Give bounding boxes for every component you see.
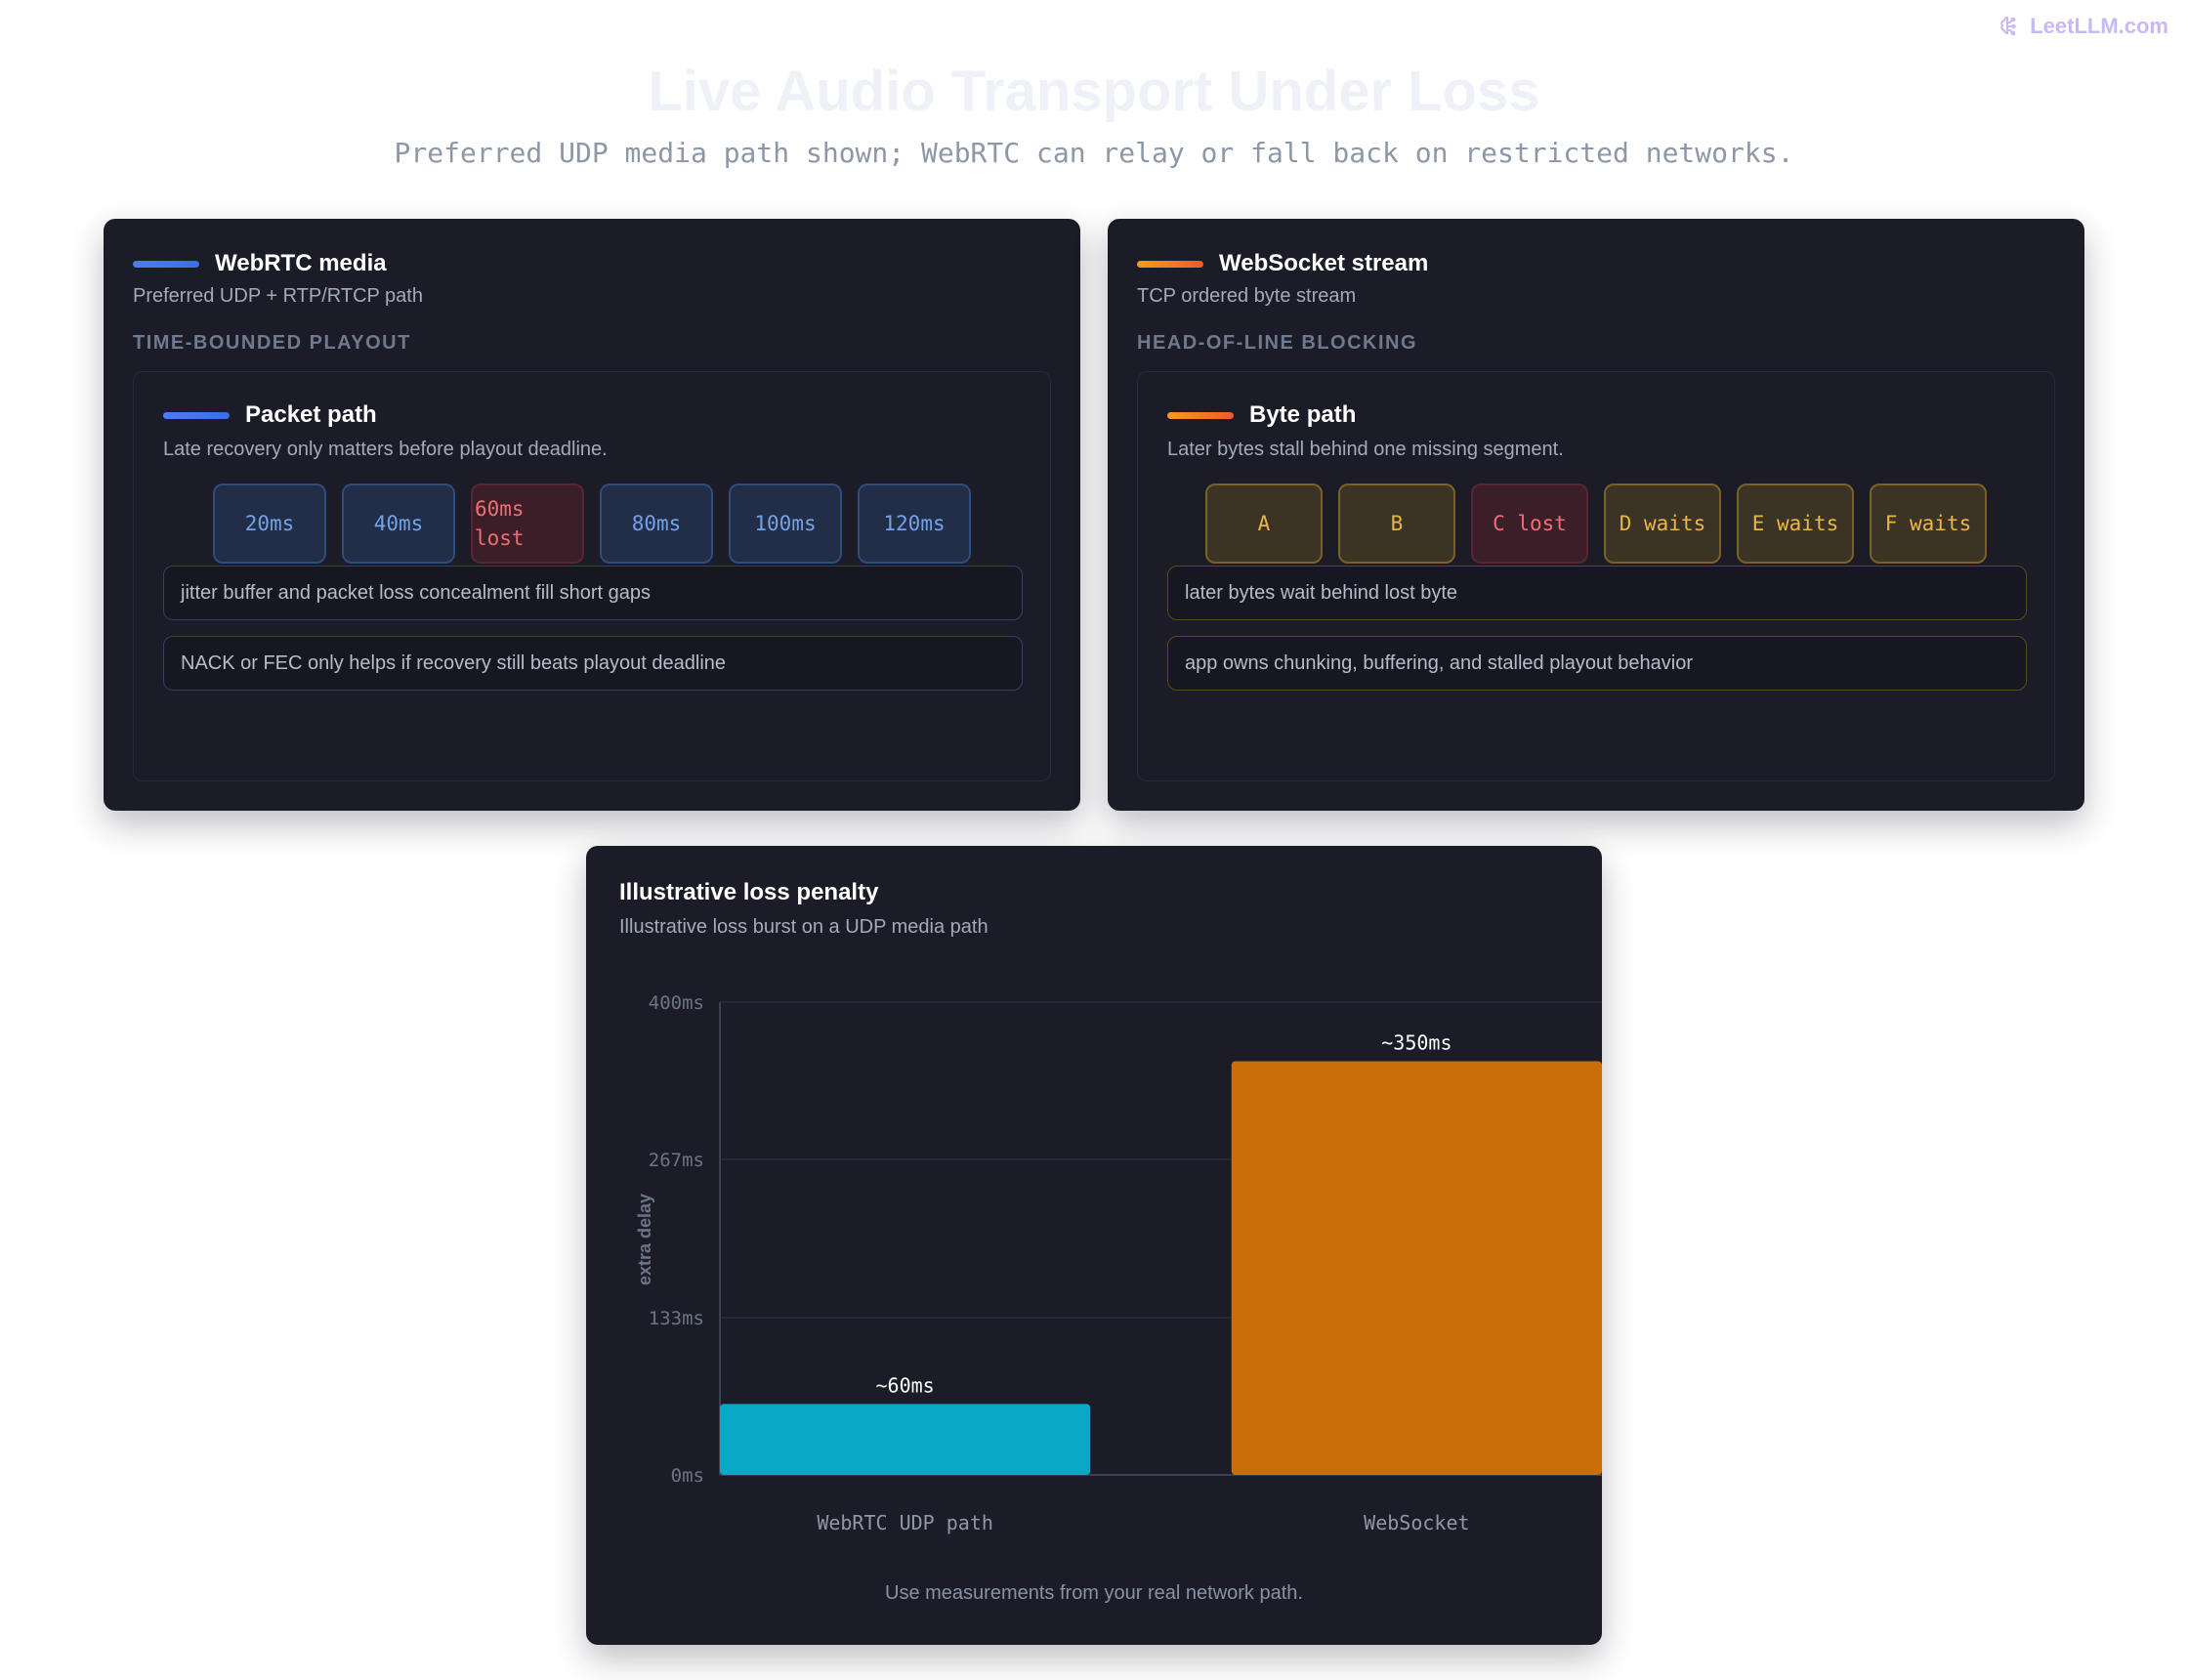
- x-tick-label: WebSocket: [1364, 1511, 1469, 1534]
- page-title: Live Audio Transport Under Loss: [648, 60, 1540, 123]
- accent-bar: [1137, 260, 1203, 268]
- packet-path-title: Packet path: [245, 401, 377, 428]
- bar-value-label: ~60ms: [876, 1373, 935, 1397]
- packet-chip: 40ms: [342, 483, 455, 564]
- bar-chart: 0ms 133ms 267ms 400ms ~60ms WebRTC UDP path ~3…: [635, 992, 1602, 1534]
- byte-path-title: Byte path: [1249, 401, 1357, 428]
- packet-chip: 80ms: [600, 483, 713, 564]
- packet-note: jitter buffer and packet loss concealmen…: [163, 566, 1023, 620]
- websocket-header: WebSocket stream: [1137, 250, 1428, 277]
- packet-note: NACK or FEC only helps if recovery still…: [163, 636, 1023, 691]
- brand[interactable]: LeetLLM.com: [1999, 14, 2168, 39]
- byte-chip: A: [1205, 483, 1323, 564]
- webrtc-header: WebRTC media: [133, 250, 387, 277]
- byte-chip: F waits: [1870, 483, 1987, 564]
- websocket-title: WebSocket stream: [1219, 250, 1429, 276]
- y-axis-label: extra delay: [635, 1194, 654, 1285]
- y-tick-label: 133ms: [649, 1308, 704, 1329]
- webrtc-card: WebRTC media Preferred UDP + RTP/RTCP pa…: [104, 219, 1080, 811]
- chart-footer: Use measurements from your real network …: [885, 1582, 1303, 1604]
- byte-chip-lost: C lost: [1471, 483, 1588, 564]
- webrtc-title: WebRTC media: [215, 250, 387, 276]
- y-tick-label: 400ms: [649, 992, 704, 1014]
- packet-path-panel: Packet path Late recovery only matters b…: [133, 371, 1051, 781]
- page-subtitle: Preferred UDP media path shown; WebRTC c…: [394, 137, 1794, 169]
- y-tick-label: 0ms: [671, 1465, 704, 1487]
- byte-path-subtitle: Later bytes stall behind one missing seg…: [1167, 439, 1564, 460]
- accent-bar: [1167, 411, 1234, 419]
- byte-chip: B: [1338, 483, 1455, 564]
- byte-path-panel: Byte path Later bytes stall behind one m…: [1137, 371, 2055, 781]
- byte-note: app owns chunking, buffering, and stalle…: [1167, 636, 2027, 691]
- accent-bar: [133, 260, 199, 268]
- webrtc-subtitle: Preferred UDP + RTP/RTCP path: [133, 285, 423, 307]
- packet-chip: 100ms: [729, 483, 842, 564]
- y-tick-label: 267ms: [649, 1150, 704, 1171]
- bar: [720, 1404, 1091, 1475]
- packet-chip: 120ms: [858, 483, 971, 564]
- packet-path-header: Packet path: [163, 401, 377, 429]
- accent-bar: [163, 411, 230, 419]
- packet-chip: 20ms: [213, 483, 326, 564]
- byte-path-header: Byte path: [1167, 401, 1356, 429]
- x-tick-label: WebRTC UDP path: [817, 1511, 993, 1534]
- loss-penalty-chart-card: Illustrative loss penalty Illustrative l…: [586, 846, 1602, 1645]
- websocket-section-label: HEAD-OF-LINE BLOCKING: [1137, 332, 1418, 354]
- byte-chip: E waits: [1737, 483, 1854, 564]
- chart-title: Illustrative loss penalty: [619, 879, 879, 905]
- bar-layer: [720, 1061, 1602, 1475]
- webrtc-section-label: TIME-BOUNDED PLAYOUT: [133, 332, 411, 354]
- bar: [1231, 1061, 1602, 1475]
- bar-value-label: ~350ms: [1381, 1031, 1452, 1055]
- brain-icon: [2000, 16, 2017, 36]
- packet-chips: 20ms 40ms 60ms lost 80ms 100ms 120ms: [134, 483, 1050, 564]
- chart-subtitle: Illustrative loss burst on a UDP media p…: [619, 916, 989, 938]
- packet-path-subtitle: Late recovery only matters before playou…: [163, 439, 608, 460]
- websocket-card: WebSocket stream TCP ordered byte stream…: [1108, 219, 2084, 811]
- byte-chip: D waits: [1604, 483, 1721, 564]
- brand-label: LeetLLM.com: [2030, 14, 2168, 38]
- byte-note: later bytes wait behind lost byte: [1167, 566, 2027, 620]
- byte-chips: A B C lost D waits E waits F waits: [1138, 483, 2054, 564]
- packet-chip-lost: 60ms lost: [471, 483, 584, 564]
- label-layer: 0ms 133ms 267ms 400ms ~60ms WebRTC UDP path ~3…: [649, 992, 1470, 1534]
- websocket-subtitle: TCP ordered byte stream: [1137, 285, 1357, 307]
